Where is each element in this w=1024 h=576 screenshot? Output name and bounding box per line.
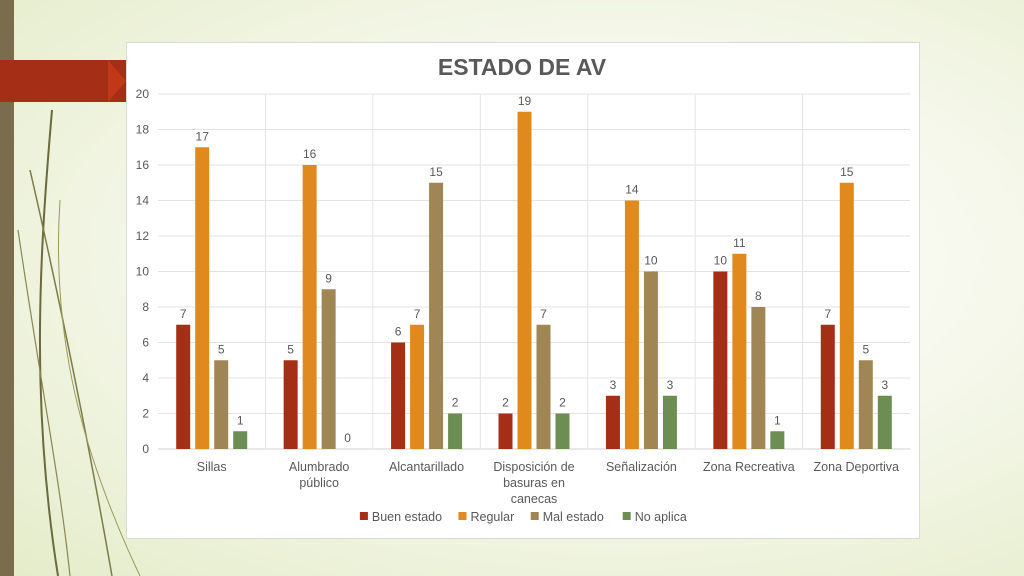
y-tick-label: 14 — [136, 194, 150, 208]
y-tick-label: 0 — [142, 442, 149, 456]
y-tick-label: 4 — [142, 371, 149, 385]
legend-label: Regular — [471, 510, 515, 524]
data-label: 2 — [559, 396, 566, 410]
y-tick-label: 20 — [136, 87, 150, 101]
bar — [555, 413, 570, 449]
bar — [732, 253, 747, 449]
chart-title: ESTADO DE AV — [438, 54, 607, 80]
data-label: 2 — [502, 396, 509, 410]
data-label: 5 — [287, 342, 294, 356]
legend-swatch — [359, 512, 368, 520]
y-tick-label: 12 — [136, 229, 150, 243]
y-tick-label: 18 — [136, 123, 150, 137]
bar — [624, 200, 639, 449]
bar — [751, 307, 766, 449]
bar — [302, 165, 317, 449]
y-tick-label: 8 — [142, 300, 149, 314]
slide-accent-tab-tip — [108, 60, 126, 102]
data-label: 7 — [824, 307, 831, 321]
data-label: 19 — [518, 94, 532, 108]
category-label: Alumbrado público — [289, 460, 349, 490]
bar — [820, 324, 835, 449]
bar — [643, 271, 658, 449]
data-label: 7 — [540, 307, 547, 321]
bar — [195, 147, 210, 449]
category-label: Señalización — [606, 460, 677, 474]
data-label: 15 — [429, 165, 443, 179]
chart-container: ESTADO DE AV 0 2 4 6 8 10 12 14 16 18 20 7 17 5 1 5 16 9… — [126, 42, 920, 539]
bar — [214, 360, 229, 449]
legend-swatch — [530, 512, 539, 520]
bar — [176, 324, 191, 449]
data-label: 8 — [755, 289, 762, 303]
data-label: 16 — [303, 147, 317, 161]
data-label: 11 — [733, 236, 746, 250]
data-label: 1 — [774, 413, 781, 427]
category-label: Alcantarillado — [389, 460, 464, 474]
slide-side-bar — [0, 0, 14, 576]
category-label: Disposición de basuras en canecas — [493, 460, 574, 506]
bar — [770, 431, 785, 449]
decorative-curves — [17, 109, 141, 576]
legend: Buen estado Regular Mal estado No aplica — [359, 510, 687, 524]
data-label: 7 — [414, 307, 421, 321]
category-label: Zona Recreativa — [703, 460, 795, 474]
bar — [448, 413, 463, 449]
data-label: 15 — [840, 165, 854, 179]
gridlines — [158, 93, 910, 450]
legend-swatch — [622, 512, 631, 520]
category-label: Sillas — [197, 460, 227, 474]
bar — [498, 413, 513, 449]
data-label: 3 — [667, 378, 674, 392]
y-axis: 0 2 4 6 8 10 12 14 16 18 20 — [136, 87, 150, 456]
category-label: Zona Deportiva — [814, 460, 900, 474]
bar — [517, 111, 532, 449]
bar — [321, 289, 336, 449]
legend-label: Buen estado — [372, 510, 442, 524]
bar — [605, 395, 620, 449]
y-tick-label: 2 — [142, 407, 149, 421]
data-label: 5 — [862, 342, 869, 356]
bar — [410, 324, 425, 449]
bar — [391, 342, 406, 449]
bar — [429, 182, 444, 449]
data-label: 7 — [180, 307, 187, 321]
legend-label: Mal estado — [543, 510, 604, 524]
data-label: 3 — [610, 378, 617, 392]
data-label: 3 — [881, 378, 888, 392]
bar — [233, 431, 248, 449]
bar — [877, 395, 892, 449]
data-label: 5 — [218, 342, 225, 356]
bar — [713, 271, 728, 449]
bar — [839, 182, 854, 449]
data-label: 9 — [325, 271, 332, 285]
x-axis: Sillas Alumbrado público Alcantarillado Disp… — [197, 460, 899, 506]
slide-accent-tab — [0, 60, 126, 102]
legend-label: No aplica — [635, 510, 687, 524]
data-label: 17 — [196, 129, 210, 143]
bar — [662, 395, 677, 449]
data-label: 10 — [644, 254, 658, 268]
data-label: 2 — [452, 396, 459, 410]
data-label: 1 — [237, 413, 244, 427]
bars — [176, 111, 892, 449]
bar — [536, 324, 551, 449]
data-label: 0 — [344, 431, 351, 445]
legend-swatch — [458, 512, 467, 520]
bar — [858, 360, 873, 449]
y-tick-label: 10 — [136, 265, 150, 279]
data-label: 14 — [625, 183, 639, 197]
data-label: 10 — [714, 254, 728, 268]
data-label: 6 — [395, 325, 402, 339]
bar — [283, 360, 298, 449]
y-tick-label: 6 — [142, 336, 149, 350]
y-tick-label: 16 — [136, 158, 150, 172]
